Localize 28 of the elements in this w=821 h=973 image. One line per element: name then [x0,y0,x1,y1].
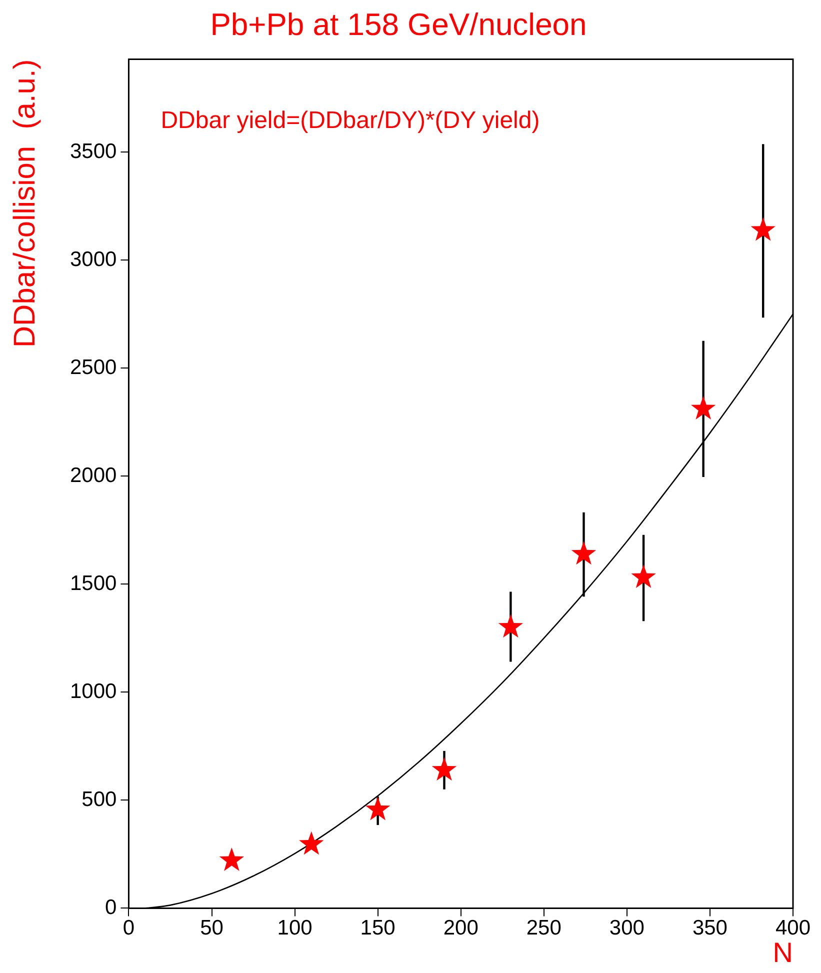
point [571,541,596,565]
point [631,564,656,588]
y-tick-label: 0 [105,896,117,919]
point [690,396,716,420]
point [365,796,390,820]
point [432,757,457,781]
x-tick-label: 0 [122,916,135,940]
x-tick-label: 350 [692,916,728,940]
point [498,614,524,638]
y-axis-title: DDbar/collision (a.u.) [8,59,42,348]
x-tick-label: 250 [526,916,562,940]
y-tick-label: 3500 [70,140,117,163]
point [299,831,324,855]
x-tick-label: 50 [200,916,224,940]
x-tick-label: 100 [277,916,312,940]
point [219,847,244,871]
chart-title: Pb+Pb at 158 GeV/nucleon [210,7,587,42]
x-tick-label: 150 [360,916,396,940]
annotation: DDbar yield=(DDbar/DY)*(DY yield) [160,106,540,134]
x-tick-label: 300 [609,916,644,940]
y-tick-label: 1500 [70,572,117,595]
y-tick-label: 3000 [70,248,117,271]
y-tick-label: 1000 [70,680,117,703]
point [750,217,776,241]
y-tick-label: 500 [82,788,117,811]
x-tick-label: 200 [443,916,478,940]
y-tick-label: 2000 [70,464,117,487]
y-tick-label: 2500 [70,356,117,379]
